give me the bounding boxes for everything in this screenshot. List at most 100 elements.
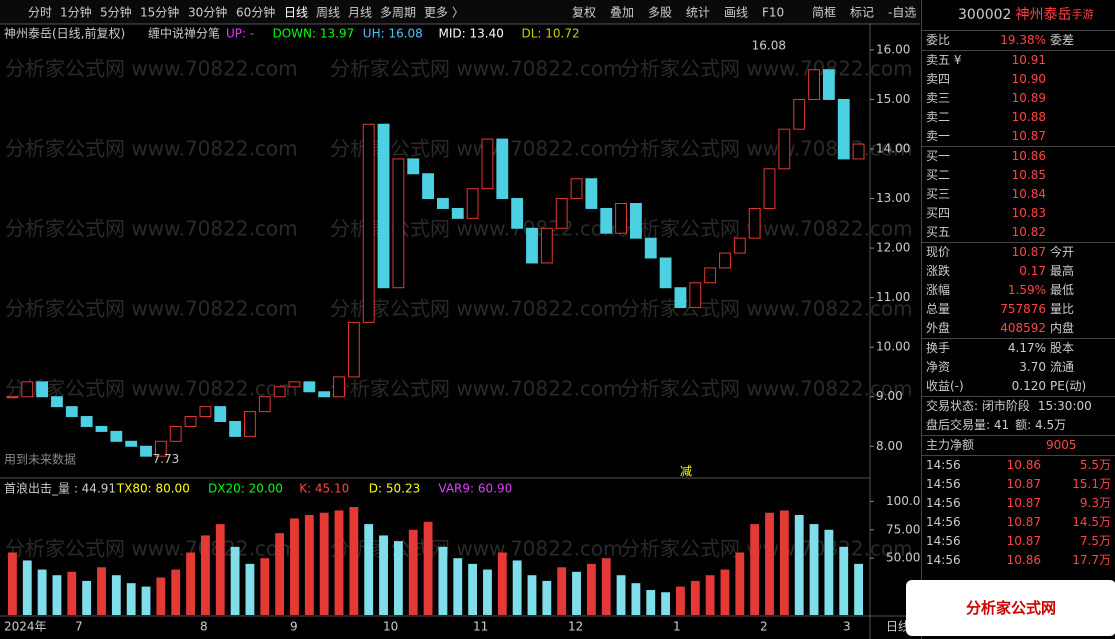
candle <box>214 406 227 422</box>
time: 14:56 <box>926 496 961 510</box>
indicator-bar <box>215 524 225 615</box>
value: 757876 <box>1000 302 1046 316</box>
watermark: 分析家公式网 www.70822.com <box>620 57 913 81</box>
toolbar-button[interactable]: 叠加 <box>610 6 634 20</box>
label: 内盘 <box>1050 321 1075 335</box>
toolbar-button[interactable]: 画线 <box>724 6 748 20</box>
indicator-bar <box>156 577 166 615</box>
indicator-legend: VAR9: 60.90 <box>438 482 512 496</box>
toolbar-button[interactable]: 统计 <box>686 6 710 20</box>
volume: 7.5万 <box>1079 534 1111 548</box>
candle <box>615 203 627 234</box>
order-book-row: 买一 10.86 <box>922 147 1115 166</box>
indicator-legend: K: 45.10 <box>299 482 349 496</box>
toolbar-tab[interactable]: 日线 <box>284 6 308 20</box>
toolbar-tab[interactable]: 月线 <box>348 6 372 20</box>
toolbar-button[interactable]: F10 <box>762 6 784 20</box>
toolbar-button[interactable]: 标记 <box>850 6 874 20</box>
indicator-bar <box>260 558 270 615</box>
indicator-bar <box>735 552 745 615</box>
info-item: DOWN: 13.97 <box>273 27 355 41</box>
candle <box>719 252 731 269</box>
value: 0.17 <box>1019 264 1046 278</box>
toolbar-button[interactable]: 多股 <box>648 6 672 20</box>
toolbar-tab[interactable]: 更多 〉 <box>424 6 464 20</box>
order-book-row: 卖五 ¥ 10.91 <box>922 51 1115 70</box>
candle <box>51 396 63 408</box>
candle <box>169 425 182 442</box>
y-tick-label: 9.00 <box>876 389 903 403</box>
candle <box>793 98 806 130</box>
toolbar-tab[interactable]: 1分钟 <box>60 5 92 20</box>
indicator-bar <box>512 560 522 615</box>
time: 14:56 <box>926 458 961 472</box>
candle <box>496 138 509 200</box>
watermark: 分析家公式网 www.70822.com <box>5 57 298 81</box>
indicator-bar <box>854 563 863 615</box>
label: 卖四 <box>926 72 951 86</box>
indicator-bar <box>186 552 195 615</box>
candle <box>244 411 256 437</box>
candle <box>451 207 464 219</box>
value: 9005 <box>1046 438 1077 452</box>
price: 10.91 <box>1011 53 1046 67</box>
candle <box>481 138 494 190</box>
indicator-bar <box>542 580 552 615</box>
trade-row: 14:56 10.87 15.1万 <box>922 475 1115 494</box>
candle <box>80 416 93 427</box>
candle <box>689 282 702 309</box>
indicator-bar <box>230 546 240 615</box>
candle <box>437 198 449 209</box>
candle <box>837 98 850 160</box>
toolbar-tab[interactable]: 30分钟 <box>188 5 227 20</box>
label: 现价 <box>926 245 951 259</box>
indicator-bar <box>171 569 181 615</box>
toolbar-tab[interactable]: 5分钟 <box>100 5 132 20</box>
high-label: 16.08 <box>752 38 786 52</box>
stat-row: 现价 10.87 今开 <box>922 243 1115 262</box>
label: 盘后交易量: 41 <box>926 418 1010 432</box>
x-tick-label: 3 <box>843 620 851 634</box>
toolbar-tab[interactable]: 多周期 <box>380 6 416 20</box>
price: 10.88 <box>1011 110 1046 124</box>
indicator-bar <box>67 571 77 615</box>
watermark: 分析家公式网 www.70822.com <box>620 297 913 321</box>
label: 外盘 <box>926 321 951 335</box>
label: 总量 <box>926 302 951 316</box>
indicator-bar <box>631 583 641 615</box>
label: 委比 <box>926 33 951 47</box>
value: 4.17% <box>1007 341 1046 355</box>
indicator-bar <box>82 580 92 615</box>
candle <box>822 69 835 100</box>
toolbar-tab[interactable]: 15分钟 <box>140 5 179 20</box>
x-tick-label: 11 <box>473 620 488 634</box>
volume: 15.1万 <box>1072 477 1111 491</box>
volume: 14.5万 <box>1072 515 1111 529</box>
candle <box>763 168 776 209</box>
toolbar-tab[interactable]: 60分钟 <box>236 5 275 20</box>
toolbar-button[interactable]: -自选 <box>888 6 916 20</box>
candle <box>555 198 568 229</box>
candle <box>422 173 435 200</box>
logo: 分析家公式网 www.70822.com <box>906 580 1115 636</box>
indicator-bar <box>200 535 210 615</box>
tag: 手游 <box>1071 8 1094 21</box>
toolbar-button[interactable]: 简框 <box>812 6 836 20</box>
label: 股本 <box>1050 341 1075 355</box>
candle <box>674 287 687 309</box>
after-hours: 盘后交易量: 41 额: 4.5万 <box>922 416 1115 436</box>
candle <box>852 143 865 160</box>
price: 10.82 <box>1011 225 1046 239</box>
y-tick-label: 10.00 <box>876 340 910 354</box>
order-book-row: 卖四 10.90 <box>922 70 1115 89</box>
toolbar-tab[interactable]: 分时 <box>28 6 52 20</box>
indicator-bar <box>572 571 581 615</box>
x-tick-label: 日线 <box>886 620 910 634</box>
stat-row: 收益(-) 0.120 PE(动) <box>922 377 1115 397</box>
order-book-row: 买三 10.84 <box>922 185 1115 204</box>
toolbar-button[interactable]: 复权 <box>572 6 596 20</box>
indicator-bar <box>275 533 285 615</box>
toolbar-tab[interactable]: 周线 <box>316 6 340 20</box>
candle <box>303 381 316 393</box>
watermark: 分析家公式网 www.70822.com <box>5 537 298 561</box>
